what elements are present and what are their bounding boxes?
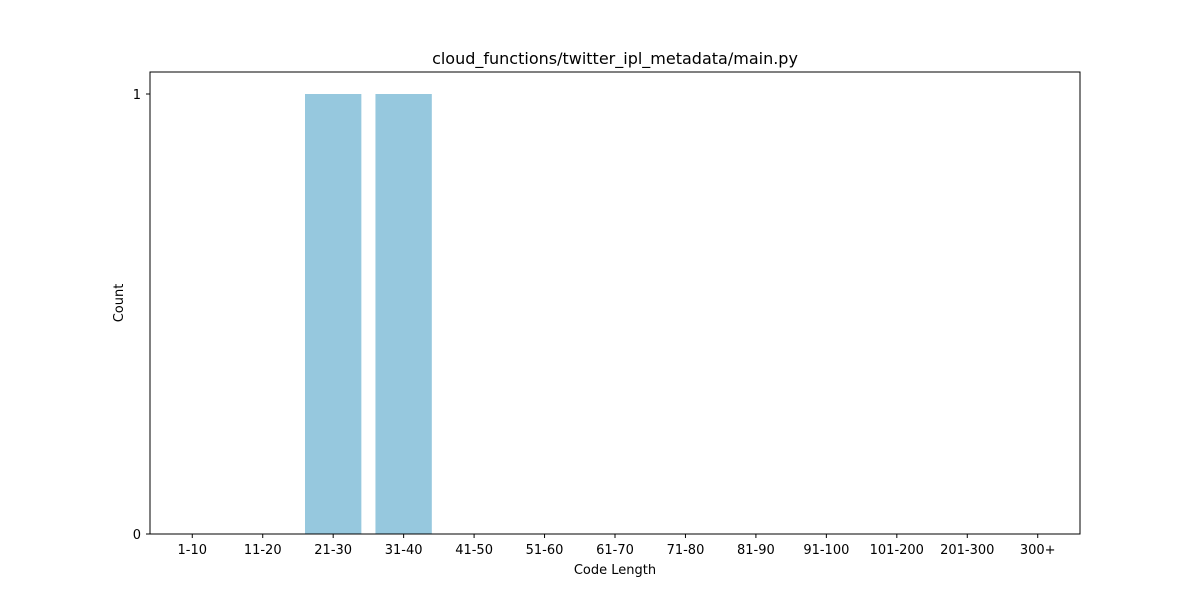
- x-tick-label: 71-80: [667, 543, 705, 558]
- y-axis-title: Count: [112, 284, 127, 323]
- x-axis: 1-10 11-20 21-30 31-40 41-50 51-60 61-70 71-80 8…: [178, 534, 1056, 558]
- bar-31-40: [375, 94, 432, 534]
- x-tick-label: 300+: [1020, 543, 1056, 558]
- chart-title: cloud_functions/twitter_ipl_metadata/mai…: [432, 49, 798, 69]
- y-tick-label: 0: [133, 528, 141, 543]
- x-tick-label: 201-300: [940, 543, 994, 558]
- x-tick-label: 31-40: [385, 543, 423, 558]
- x-axis-title: Code Length: [574, 563, 656, 578]
- x-tick-label: 101-200: [870, 543, 924, 558]
- x-tick-label: 61-70: [596, 543, 634, 558]
- x-tick-label: 81-90: [737, 543, 775, 558]
- x-tick-label: 41-50: [455, 543, 493, 558]
- y-axis: 01: [133, 88, 150, 543]
- plot-frame: [149, 71, 1081, 535]
- x-tick-label: 1-10: [178, 543, 208, 558]
- x-tick-label: 51-60: [526, 543, 564, 558]
- x-tick-label: 11-20: [244, 543, 282, 558]
- x-tick-label: 91-100: [803, 543, 849, 558]
- x-tick-label: 21-30: [314, 543, 352, 558]
- y-tick-label: 1: [133, 88, 141, 103]
- bars-layer: [305, 94, 432, 534]
- bar-21-30: [305, 94, 362, 534]
